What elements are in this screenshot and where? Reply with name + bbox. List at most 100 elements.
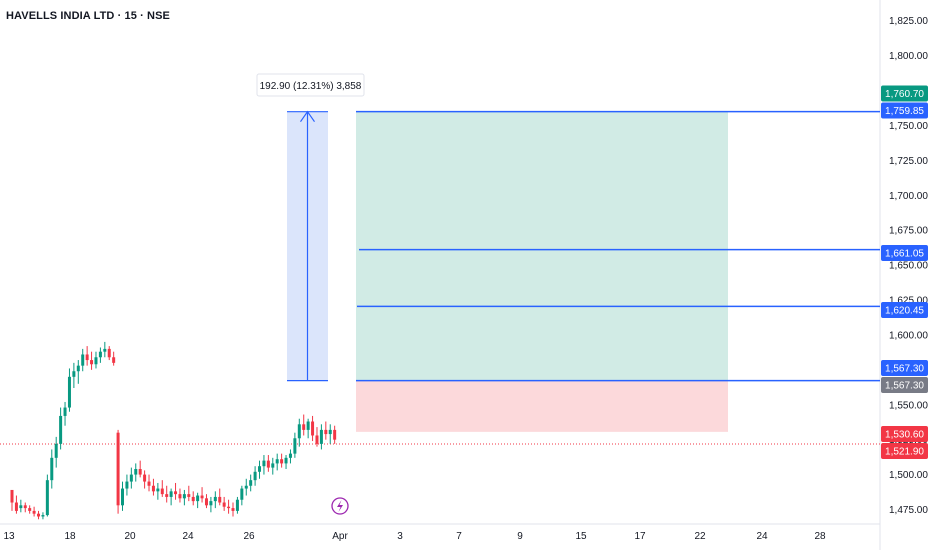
candle-body	[249, 480, 253, 486]
y-tick-label: 1,500.00	[889, 470, 928, 481]
price-label-text: 1,567.30	[885, 381, 924, 392]
candle-body	[191, 496, 195, 502]
candle-body	[240, 488, 244, 500]
candle-body	[297, 424, 301, 439]
candle-body	[116, 432, 120, 506]
x-tick-label: 28	[814, 531, 826, 542]
candle-body	[324, 429, 328, 435]
candle-body	[151, 485, 155, 492]
candle-body	[63, 407, 67, 416]
y-tick-label: 1,475.00	[889, 505, 928, 516]
candle-body	[81, 354, 85, 366]
candle-body	[85, 354, 89, 361]
candle-body	[284, 457, 288, 464]
y-tick-label: 1,725.00	[889, 156, 928, 167]
x-tick-label: 24	[182, 531, 194, 542]
price-label-tag	[881, 85, 928, 102]
candle-body	[160, 488, 164, 495]
price-label-text: 1,521.90	[885, 447, 924, 458]
candle-body	[19, 505, 23, 509]
price-label-tag	[881, 377, 928, 393]
x-tick-label: Apr	[332, 531, 348, 542]
x-tick-label: 9	[517, 531, 523, 542]
candle-body	[98, 351, 102, 358]
candle-body	[204, 498, 208, 506]
candle-body	[258, 466, 262, 472]
candle-body	[147, 481, 151, 486]
y-tick-label: 1,825.00	[889, 16, 928, 27]
candle-body	[275, 459, 279, 464]
candle-body	[222, 502, 226, 507]
x-tick-label: 20	[124, 531, 136, 542]
candle-body	[54, 443, 58, 458]
candle-body	[235, 499, 239, 511]
candle-body	[319, 429, 323, 444]
candle-body	[266, 460, 270, 468]
y-tick-label: 1,675.00	[889, 226, 928, 237]
candle-body	[107, 348, 111, 358]
candle-body	[45, 480, 49, 516]
candle-body	[262, 460, 266, 467]
x-tick-label: 3	[397, 531, 403, 542]
measure-label-box	[256, 73, 365, 97]
candle-body	[288, 453, 292, 458]
x-tick-label: 18	[64, 531, 76, 542]
candle-body	[156, 488, 160, 492]
candle-body	[28, 508, 32, 511]
y-tick-label: 1,800.00	[889, 51, 928, 62]
candle-body	[328, 429, 332, 435]
candle-body	[103, 348, 107, 352]
candle-body	[302, 424, 306, 430]
reward-zone	[356, 111, 728, 381]
candle-body	[138, 468, 142, 475]
candle-body	[280, 459, 284, 464]
candle-body	[112, 357, 116, 363]
x-tick-label: 22	[694, 531, 706, 542]
x-tick-label: 26	[243, 531, 255, 542]
x-tick-label: 7	[456, 531, 462, 542]
price-label-text: 1,759.85	[885, 106, 924, 117]
price-label-text: 1,760.70	[885, 89, 924, 100]
candle-body	[121, 488, 124, 506]
candle-body	[306, 421, 310, 430]
y-tick-label: 1,550.00	[889, 400, 928, 411]
risk-zone	[356, 380, 728, 432]
candle-body	[315, 435, 319, 444]
y-tick-label: 1,650.00	[889, 261, 928, 272]
candle-body	[165, 494, 169, 497]
price-label-tag	[881, 360, 928, 376]
candle-body	[231, 508, 235, 511]
candle-body	[23, 505, 27, 509]
candle-body	[59, 415, 63, 444]
symbol-title: HAVELLS INDIA LTD · 15 · NSE	[6, 10, 170, 22]
y-tick-label: 1,750.00	[889, 121, 928, 132]
candle-body	[187, 494, 191, 497]
measure-label: 192.90 (12.31%) 3,858	[260, 81, 362, 92]
candle-body	[50, 457, 54, 481]
candle-body	[10, 489, 14, 503]
candle-body	[271, 463, 275, 468]
candle-body	[94, 357, 98, 365]
candle-body	[143, 474, 147, 482]
price-label-tag	[881, 245, 928, 261]
candle-body	[178, 494, 182, 499]
price-label-tag	[881, 302, 928, 318]
candle-body	[311, 421, 315, 436]
candle-body	[227, 506, 231, 509]
price-label-text: 1,661.05	[885, 249, 924, 260]
candle-body	[134, 468, 138, 475]
y-tick-label: 1,625.00	[889, 296, 928, 307]
candle-body	[14, 502, 18, 511]
x-tick-label: 15	[575, 531, 587, 542]
candle-body	[169, 491, 173, 497]
candle-body	[76, 365, 80, 372]
price-label-tag	[881, 102, 928, 119]
x-tick-label: 13	[3, 531, 15, 542]
x-tick-label: 17	[634, 531, 646, 542]
price-label-text: 1,530.60	[885, 430, 924, 441]
y-tick-label: 1,700.00	[889, 191, 928, 202]
candle-body	[32, 510, 36, 514]
candle-body	[253, 471, 257, 481]
lightning-bolt	[337, 500, 343, 512]
